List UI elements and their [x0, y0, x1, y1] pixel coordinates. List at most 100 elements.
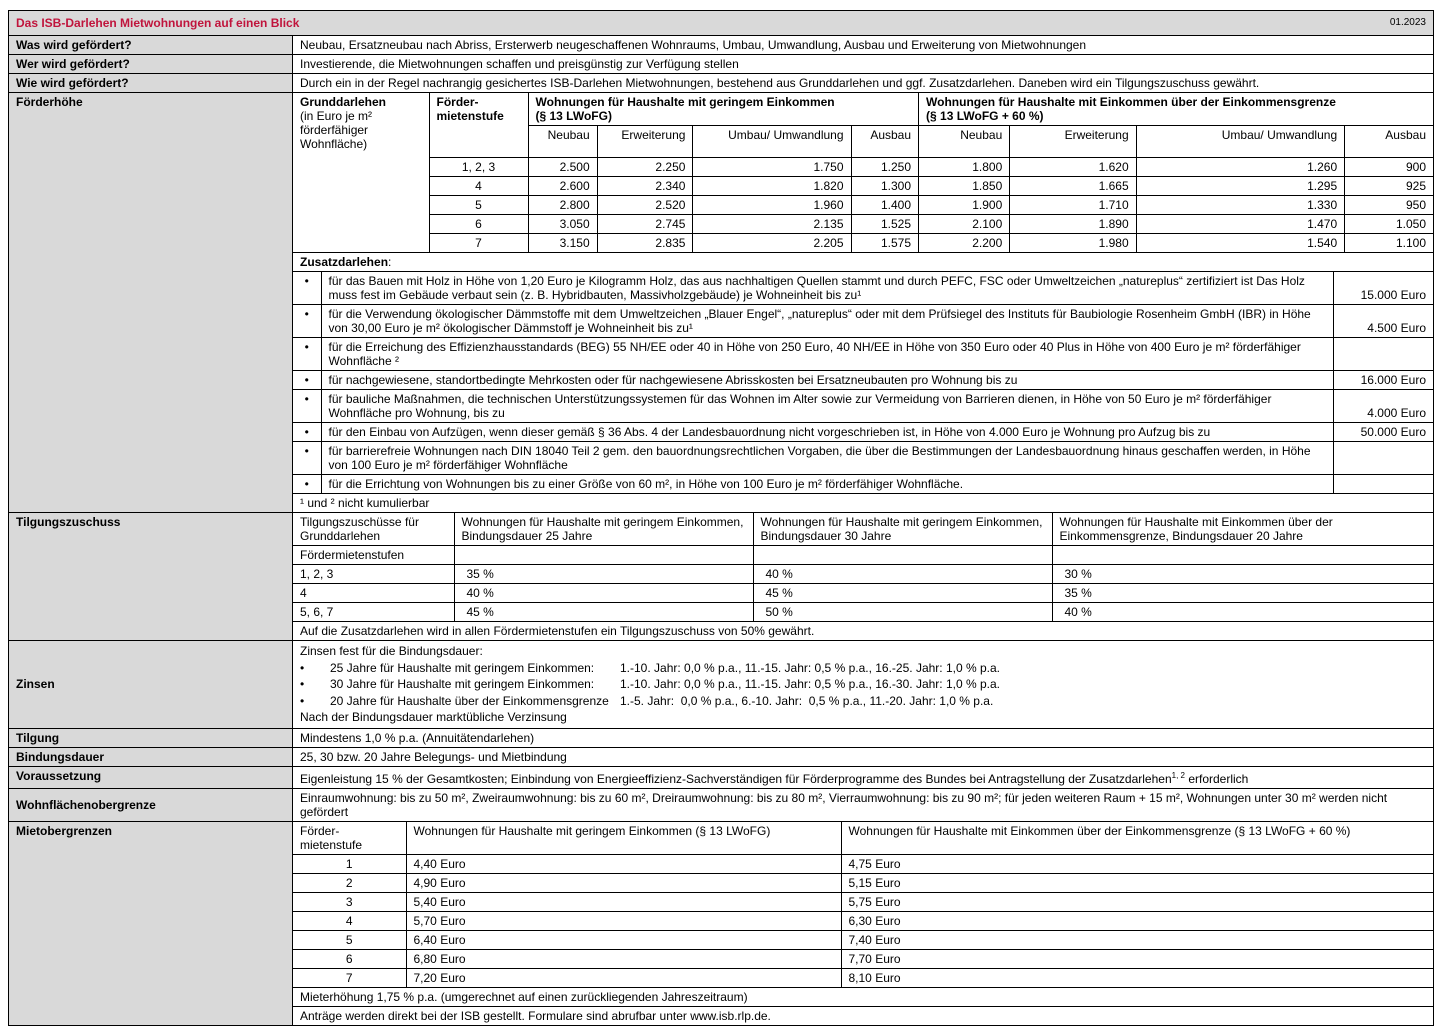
- low-cell: 6,80 Euro: [406, 949, 842, 969]
- list-item: • für bauliche Maßnahmen, die technischen…: [293, 389, 1433, 423]
- value-cell: 1.800: [918, 157, 1011, 177]
- zusatz-text: für nachgewiesene, standortbedingte Mehr…: [321, 370, 1334, 390]
- bullet-icon: •: [300, 660, 305, 675]
- col-header: Förder-mietenstufe: [293, 821, 407, 855]
- tilgungszuschuss-cell: Tilgungszuschüsse für Grunddarlehen Wohnu…: [292, 512, 1434, 641]
- zusatz-amount: [1333, 475, 1433, 494]
- table-row: 3 5,40 Euro 5,75 Euro: [293, 892, 1433, 912]
- title-row: Das ISB-Darlehen Mietwohnungen auf einen…: [8, 10, 1434, 36]
- list-item: • für die Erreichung des Effizienzhaussta…: [293, 337, 1433, 371]
- zinsen-rates: 1.-10. Jahr: 0,0 % p.a., 11.-15. Jahr: 0…: [620, 677, 1000, 691]
- value-cell: 40 %: [454, 583, 754, 603]
- high-cell: 4,75 Euro: [841, 854, 1433, 874]
- value-cell: 40 %: [1052, 602, 1433, 622]
- bullet-icon: •: [293, 271, 322, 305]
- zinsen-who: 20 Jahre für Haushalte über der Einkomme…: [330, 693, 609, 708]
- table-row: 5, 6, 7 45 % 50 % 40 %: [293, 602, 1433, 622]
- value-cell: 1.470: [1136, 214, 1346, 234]
- miete-table: Förder-mietenstufe Wohnungen für Haushalt…: [293, 821, 1433, 1006]
- zinsen-rates: 1.-5. Jahr: 0,0 % p.a., 6.-10. Jahr: 0,5…: [620, 693, 994, 708]
- value-cell: 3.150: [528, 233, 598, 252]
- table-row: Mieterhöhung 1,75 % p.a. (umgerechnet au…: [293, 987, 1433, 1006]
- stufe-header: Förder-mietenstufe: [429, 93, 529, 158]
- value-cell: 1.710: [1009, 195, 1137, 215]
- zusatz-text: für bauliche Maßnahmen, die technischen …: [321, 389, 1334, 423]
- label-bindungsdauer: Bindungsdauer: [8, 746, 293, 767]
- label-wer: Wer wird gefördert?: [8, 54, 293, 74]
- low-cell: 5,70 Euro: [406, 911, 842, 931]
- bullet-icon: •: [293, 474, 322, 493]
- bullet-icon: •: [293, 422, 322, 442]
- list-item: • für den Einbau von Aufzügen, wenn diese…: [293, 422, 1433, 442]
- value-cell: 40 %: [753, 564, 1053, 584]
- stufe-cell: 4: [429, 176, 529, 196]
- zusatz-text: für die Verwendung ökologischer Dämmstof…: [321, 304, 1334, 338]
- value-cell: 45 %: [753, 583, 1053, 603]
- value-cell: 2.520: [597, 195, 694, 215]
- table-row: 1 4,40 Euro 4,75 Euro: [293, 854, 1433, 874]
- zusatz-text: für die Erreichung des Effizienzhausstan…: [321, 337, 1334, 371]
- table-row: 7 7,20 Euro 8,10 Euro: [293, 968, 1433, 988]
- value-cell: 1.525: [851, 214, 920, 234]
- empty-cell: [454, 545, 754, 565]
- value-cell: 925: [1344, 176, 1433, 196]
- stufe-cell: 4: [293, 911, 407, 931]
- col-header: Wohnungen für Haushalte mit geringem Ein…: [406, 821, 842, 855]
- table-row: 5 2.800 2.520 1.960 1.400 1.900 1.710 1.330 950: [293, 195, 1433, 215]
- table-row: 2 4,90 Euro 5,15 Euro: [293, 873, 1433, 893]
- stufe-cell: 4: [293, 583, 455, 603]
- value-cell: 1.100: [1395, 236, 1426, 250]
- value-cell: 1.890: [1009, 214, 1137, 234]
- col-header: Neubau: [918, 125, 1011, 158]
- zusatz-amount: 4.000 Euro: [1333, 389, 1433, 423]
- grunddarlehen-table: Grunddarlehen (in Euro je m² förderfähige…: [293, 93, 1433, 252]
- grunddarlehen-title: Grunddarlehen: [300, 95, 387, 109]
- low-cell: 4,90 Euro: [406, 873, 842, 893]
- stufe-cell: 1, 2, 3: [429, 157, 529, 177]
- col-header: Wohnungen für Haushalte mit geringem Ein…: [454, 513, 754, 546]
- voraussetzung-end: erforderlich: [1184, 771, 1249, 786]
- bullet-icon: •: [293, 389, 322, 423]
- value-was: Neubau, Ersatzneubau nach Abriss, Erster…: [292, 35, 1434, 55]
- date: 01.2023: [1389, 17, 1426, 28]
- zusatz-colon: :: [388, 255, 392, 269]
- col-header: Erweiterung: [1009, 125, 1137, 158]
- value-cell: 2.250: [597, 157, 694, 177]
- grunddarlehen-sub: (in Euro je m² förderfähiger Wohnfläche): [300, 109, 373, 151]
- table-header-row: Tilgungszuschüsse für Grunddarlehen Wohnu…: [293, 513, 1433, 546]
- value-cell: 50 %: [753, 602, 1053, 622]
- high-cell: 5,75 Euro: [841, 892, 1433, 912]
- stufe-cell: 5, 6, 7: [293, 602, 455, 622]
- table-header-row: Förder-mietenstufe Wohnungen für Haushalt…: [293, 821, 1433, 855]
- table-row: 4 2.600 2.340 1.820 1.300 1.850 1.665 1.295 925: [293, 176, 1433, 196]
- value-cell: 35 %: [1052, 583, 1433, 603]
- value-cell: 1.980: [1009, 233, 1137, 252]
- low-cell: 6,40 Euro: [406, 930, 842, 950]
- group-low-title: Wohnungen für Haushalte mit geringem Ein…: [535, 95, 835, 109]
- value-cell: 1.260: [1136, 157, 1346, 177]
- zusatz-amount: 16.000 Euro: [1333, 370, 1433, 390]
- value-cell: 2.205: [692, 233, 852, 252]
- value-cell: 1.050: [1344, 214, 1433, 234]
- value-cell: 1.330: [1136, 195, 1346, 215]
- value-cell: 1.620: [1009, 157, 1137, 177]
- high-cell: 5,15 Euro: [841, 873, 1433, 893]
- miete-note: Mieterhöhung 1,75 % p.a. (umgerechnet au…: [300, 989, 748, 1004]
- zinsen-outro: Nach der Bindungsdauer marktübliche Verz…: [300, 710, 567, 724]
- table-row: 5 6,40 Euro 7,40 Euro: [293, 930, 1433, 950]
- stufe-cell: 7: [429, 233, 529, 252]
- value-cell: 1.575: [851, 233, 920, 252]
- bullet-icon: •: [293, 304, 322, 338]
- col-header: Umbau/ Umwandlung: [692, 125, 852, 158]
- value-cell: 2.340: [597, 176, 694, 196]
- zusatz-text: für die Errichtung von Wohnungen bis zu …: [321, 474, 1334, 493]
- col-header: Ausbau: [851, 125, 920, 158]
- group-low-sub: (§ 13 LWoFG): [535, 109, 612, 123]
- col-header: Wohnungen für Haushalte mit Einkommen üb…: [841, 821, 1433, 855]
- voraussetzung-sup: 1, 2: [1171, 770, 1185, 780]
- value-cell: 2.835: [597, 233, 694, 252]
- foerderhoehe-cell: Grunddarlehen (in Euro je m² förderfähige…: [292, 92, 1434, 513]
- table-row: 4 40 % 45 % 35 %: [293, 583, 1433, 603]
- label-wie: Wie wird gefördert?: [8, 73, 293, 93]
- value-cell: 1.850: [918, 176, 1011, 196]
